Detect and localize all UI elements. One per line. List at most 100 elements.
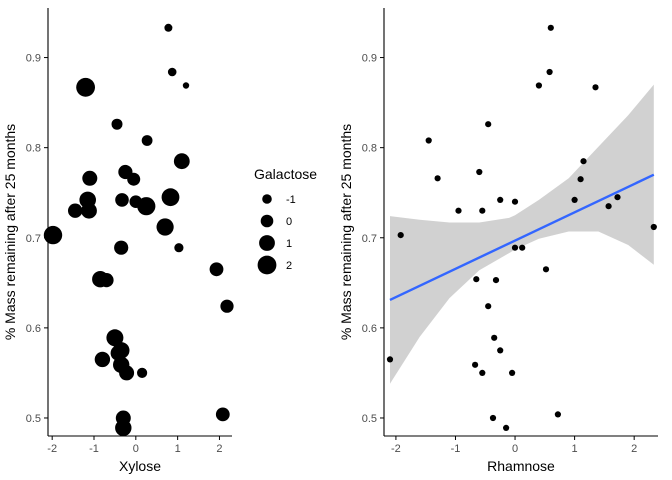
rhamnose-y-tick-label: 0.9 (362, 53, 377, 65)
rhamnose-x-axis-title: Rhamnose (487, 458, 555, 474)
rhamnose-point (650, 223, 657, 231)
xylose-point (111, 118, 123, 130)
xylose-point (141, 135, 153, 146)
galactose-legend: Galactose -1 0 1 2 (254, 166, 317, 275)
legend-label: 2 (286, 260, 292, 272)
xylose-point (99, 273, 114, 288)
xylose-y-axis-title: % Mass remaining after 25 months (2, 124, 18, 340)
rhamnose-y-tick-label: 0.5 (362, 413, 377, 425)
legend-label: 0 (286, 216, 292, 228)
rhamnose-x-tick-label: -1 (451, 443, 461, 455)
rhamnose-point (547, 24, 554, 31)
rhamnose-point (473, 276, 480, 283)
rhamnose-point (580, 158, 587, 165)
rhamnose-point (554, 411, 562, 418)
xylose-point (220, 299, 234, 313)
xylose-point (76, 77, 95, 97)
xylose-y-tick-label: 0.6 (26, 323, 41, 335)
rhamnose-point (485, 303, 492, 310)
rhamnose-point (503, 424, 510, 431)
xylose-x-tick-label: 1 (175, 443, 181, 455)
rhamnose-point (571, 196, 578, 203)
xylose-point (174, 243, 184, 253)
rhamnose-point (425, 137, 432, 144)
rhamnose-point (508, 369, 516, 376)
xylose-point (161, 188, 180, 207)
rhamnose-y-tick-label: 0.7 (362, 233, 377, 245)
legend-key (257, 255, 277, 275)
rhamnose-y-tick-label: 0.6 (362, 323, 377, 335)
xylose-point (114, 240, 129, 255)
xylose-point (68, 203, 83, 218)
xylose-point (43, 225, 63, 245)
rhamnose-confidence-band (390, 84, 654, 384)
xylose-point (81, 202, 97, 219)
legend-key (262, 194, 272, 204)
rhamnose-point (492, 277, 500, 284)
rhamnose-point (434, 175, 441, 182)
rhamnose-panel: 0.5 0.6 0.7 0.8 0.9 -2 -1 0 1 2 Rhamnose % Mass rem… (338, 8, 658, 474)
xylose-x-tick-label: -2 (47, 443, 57, 455)
xylose-point (119, 365, 135, 381)
rhamnose-y-tick-label: 0.8 (362, 143, 377, 155)
xylose-point (115, 419, 132, 437)
xylose-point (115, 193, 129, 207)
rhamnose-x-tick-label: -2 (391, 443, 401, 455)
rhamnose-point (476, 168, 483, 176)
xylose-point (137, 197, 156, 216)
legend-label: -1 (286, 194, 296, 206)
legend-title: Galactose (254, 166, 317, 182)
legend-key (260, 214, 274, 228)
xylose-point (215, 407, 230, 422)
rhamnose-point (542, 266, 550, 273)
rhamnose-point (546, 68, 553, 76)
xylose-x-tick-label: -1 (89, 443, 99, 455)
rhamnose-point (489, 414, 497, 422)
legend-label: 1 (286, 238, 292, 250)
xylose-x-tick-label: 2 (216, 443, 222, 455)
rhamnose-point (397, 232, 404, 239)
rhamnose-point (614, 194, 621, 201)
rhamnose-point (605, 203, 612, 210)
rhamnose-point (497, 196, 504, 203)
xylose-point (106, 329, 124, 347)
xylose-point (127, 172, 141, 186)
xylose-y-tick-label: 0.5 (26, 413, 41, 425)
xylose-point (182, 82, 190, 89)
xylose-point (137, 367, 148, 378)
xylose-point (94, 351, 111, 368)
rhamnose-point (577, 176, 584, 183)
xylose-x-tick-label: 0 (133, 443, 139, 455)
xylose-y-tick-label: 0.8 (26, 143, 41, 155)
xylose-point (164, 23, 173, 32)
rhamnose-point (479, 369, 486, 376)
rhamnose-x-tick-label: 0 (512, 443, 518, 455)
rhamnose-point (455, 207, 462, 214)
legend-key (259, 235, 275, 251)
rhamnose-point (485, 121, 492, 128)
xylose-point (173, 153, 190, 170)
xylose-point (209, 262, 224, 277)
xylose-panel: 0.5 0.6 0.7 0.8 0.9 -2 -1 0 1 2 Xylose % Mass remai… (2, 8, 234, 474)
rhamnose-point (497, 347, 504, 354)
rhamnose-y-axis-title: % Mass remaining after 25 months (338, 124, 354, 340)
rhamnose-point (472, 361, 479, 368)
xylose-y-tick-label: 0.7 (26, 233, 41, 245)
rhamnose-point (511, 198, 519, 205)
rhamnose-point (592, 84, 599, 91)
rhamnose-point (511, 244, 519, 251)
rhamnose-trend-line (389, 173, 655, 302)
rhamnose-x-tick-label: 2 (631, 443, 637, 455)
rhamnose-point (535, 82, 543, 89)
xylose-point (167, 67, 177, 77)
rhamnose-point (479, 207, 486, 214)
xylose-x-axis-title: Xylose (119, 458, 161, 474)
xylose-point (156, 218, 174, 236)
rhamnose-point (386, 356, 394, 363)
rhamnose-point (491, 334, 498, 341)
rhamnose-x-tick-label: 1 (572, 443, 578, 455)
xylose-y-tick-label: 0.9 (26, 53, 41, 65)
xylose-point (82, 170, 98, 186)
rhamnose-point (519, 244, 526, 251)
